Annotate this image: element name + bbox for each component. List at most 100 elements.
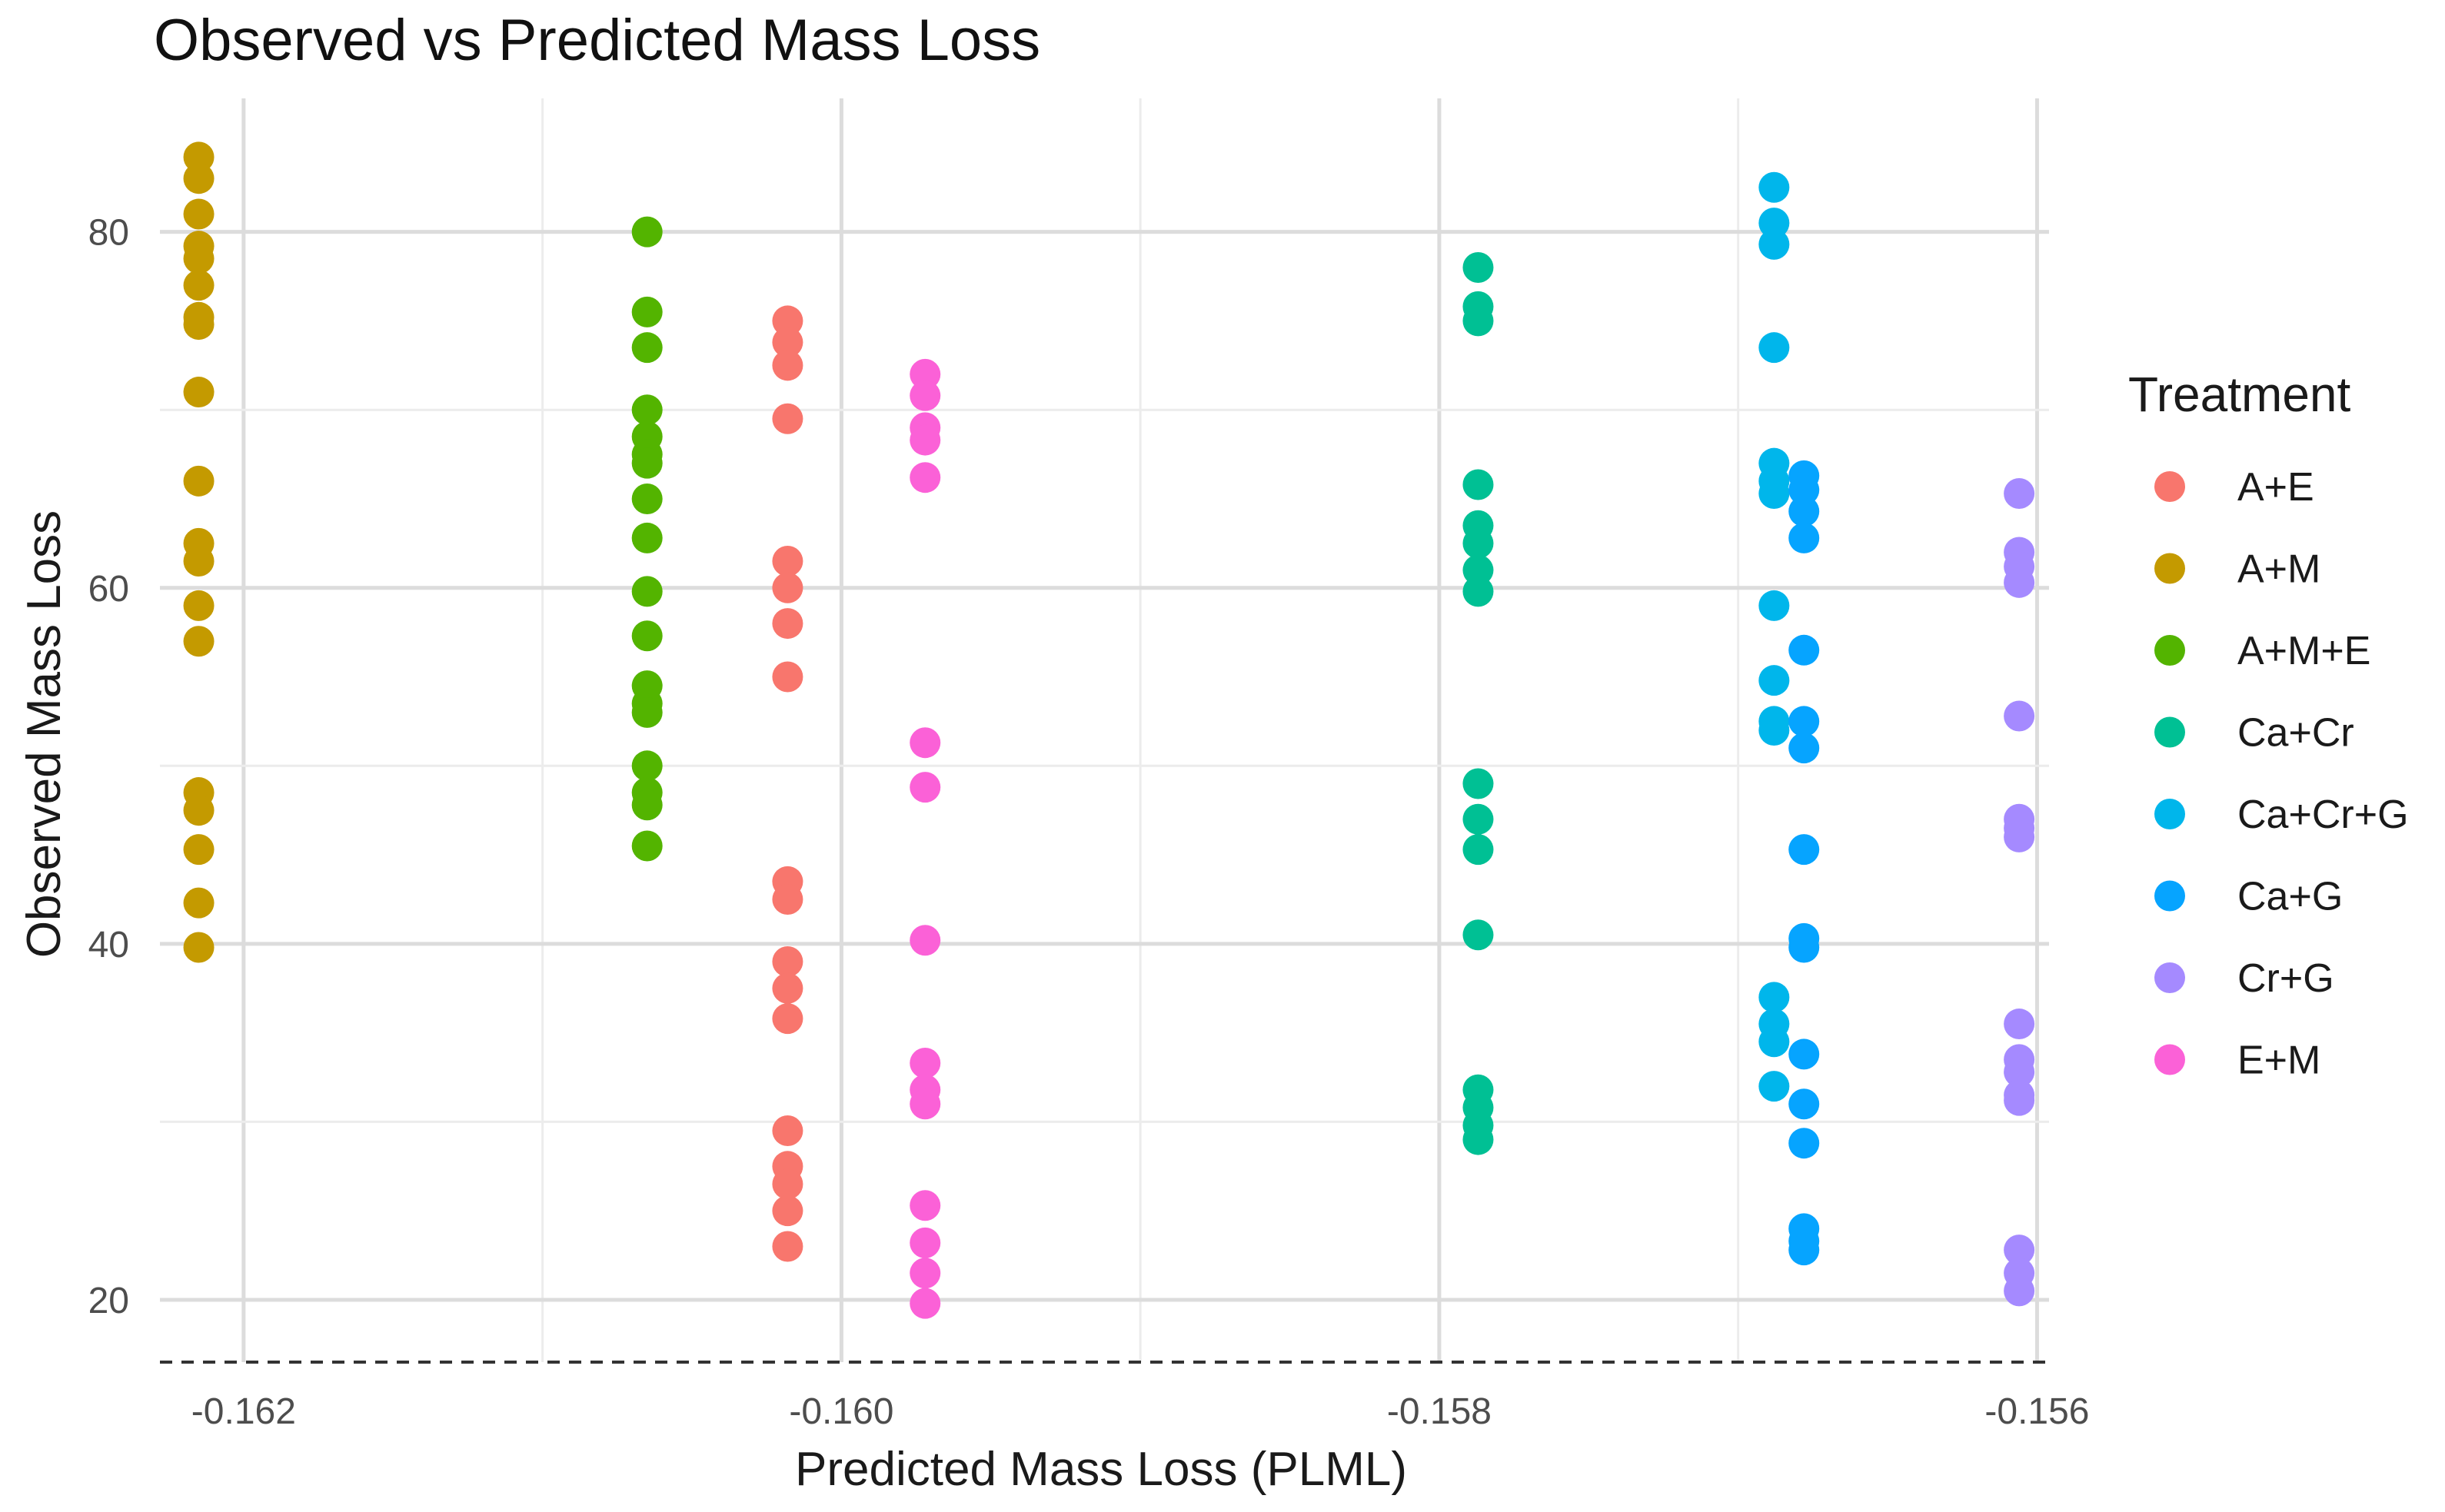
data-points	[183, 141, 2035, 1319]
point-ca-cr-g	[1758, 665, 1790, 696]
point-ca-g	[1788, 474, 1820, 506]
point-ca-cr	[1462, 803, 1494, 835]
y-tick-label: 80	[88, 213, 129, 254]
y-tick-label: 60	[88, 569, 129, 610]
legend-label: E+M	[2237, 1038, 2320, 1083]
point-a-e	[772, 946, 803, 978]
legend-label: Ca+Cr+G	[2237, 793, 2409, 837]
point-ca-cr-g	[1758, 1071, 1790, 1102]
legend-label: Cr+G	[2237, 956, 2334, 1001]
point-a-e	[772, 661, 803, 693]
point-ca-cr-g	[1758, 208, 1790, 239]
point-ca-cr	[1462, 469, 1494, 500]
y-axis-ticks: 20 40 60 80	[88, 213, 129, 1321]
point-a-m-e	[631, 696, 663, 728]
point-e-m	[910, 424, 941, 456]
point-ca-g	[1788, 1088, 1820, 1120]
point-a-m-e	[631, 750, 663, 782]
point-a-m-e	[631, 789, 663, 821]
x-tick-label: -0.158	[1387, 1391, 1492, 1432]
legend-label: A+E	[2237, 465, 2314, 510]
legend-key	[2154, 716, 2185, 748]
point-a-m-e	[631, 522, 663, 553]
point-ca-cr-g	[1758, 228, 1790, 260]
point-e-m	[910, 1227, 941, 1258]
point-a-e	[772, 572, 803, 603]
point-a-m	[183, 795, 215, 826]
point-cr-g	[2004, 567, 2035, 598]
point-ca-cr-g	[1758, 332, 1790, 364]
x-axis-label: Predicted Mass Loss (PLML)	[795, 1443, 1407, 1496]
point-ca-cr-g	[1758, 1026, 1790, 1058]
point-a-e	[772, 608, 803, 640]
point-a-m	[183, 932, 215, 963]
point-a-e	[772, 305, 803, 337]
point-ca-cr	[1462, 554, 1494, 586]
point-ca-g	[1788, 1128, 1820, 1159]
point-a-e	[772, 1115, 803, 1146]
point-a-m	[183, 546, 215, 577]
point-e-m	[910, 1088, 941, 1120]
point-a-m-e	[631, 447, 663, 479]
point-ca-cr-g	[1758, 590, 1790, 621]
point-ca-cr	[1462, 251, 1494, 283]
point-e-m	[910, 1190, 941, 1221]
point-a-e	[772, 1168, 803, 1200]
legend-label: Ca+Cr	[2237, 711, 2354, 756]
point-a-m-e	[631, 296, 663, 327]
point-e-m	[910, 358, 941, 390]
point-ca-cr	[1462, 527, 1494, 559]
point-cr-g	[2004, 1235, 2035, 1266]
point-a-e	[772, 403, 803, 434]
point-ca-cr-g	[1758, 982, 1790, 1013]
point-ca-g	[1788, 1038, 1820, 1070]
point-ca-g	[1788, 634, 1820, 666]
y-tick-label: 20	[88, 1281, 129, 1321]
point-e-m	[910, 380, 941, 411]
legend-key	[2154, 635, 2185, 666]
x-axis-ticks: -0.162 -0.160 -0.158 -0.156	[191, 1391, 2090, 1432]
point-e-m	[910, 1288, 941, 1319]
point-ca-cr-g	[1758, 171, 1790, 203]
point-ca-g	[1788, 1235, 1820, 1266]
point-ca-cr	[1462, 834, 1494, 866]
legend-key	[2154, 1044, 2185, 1075]
point-a-e	[772, 1231, 803, 1262]
legend-key	[2154, 962, 2185, 993]
point-a-m	[183, 198, 215, 230]
point-a-e	[772, 546, 803, 577]
point-a-m-e	[631, 332, 663, 364]
point-cr-g	[2004, 1085, 2035, 1116]
point-cr-g	[2004, 1275, 2035, 1307]
y-axis-label: Observed Mass Loss	[18, 510, 71, 958]
legend-title: Treatment	[2128, 367, 2351, 422]
point-cr-g	[2004, 821, 2035, 852]
point-a-m-e	[631, 830, 663, 862]
point-a-m-e	[631, 216, 663, 248]
legend-label: A+M	[2237, 547, 2320, 592]
point-a-m	[183, 243, 215, 274]
legend-key	[2154, 880, 2185, 912]
point-ca-cr-g	[1758, 715, 1790, 746]
legend: A+E A+M A+M+E Ca+Cr Ca+Cr+G Ca+G Cr+G E+M	[2154, 465, 2409, 1083]
point-ca-cr	[1462, 305, 1494, 337]
legend-key	[2154, 471, 2185, 502]
point-a-m	[183, 163, 215, 194]
point-ca-g	[1788, 706, 1820, 737]
point-ca-cr	[1462, 1124, 1494, 1155]
point-ca-cr	[1462, 576, 1494, 607]
point-cr-g	[2004, 1009, 2035, 1040]
point-ca-g	[1788, 932, 1820, 963]
point-e-m	[910, 925, 941, 956]
x-tick-label: -0.162	[191, 1391, 296, 1432]
y-tick-label: 40	[88, 925, 129, 965]
legend-label: Ca+G	[2237, 875, 2343, 919]
point-a-e	[772, 327, 803, 358]
point-ca-g	[1788, 733, 1820, 764]
point-ca-cr-g	[1758, 478, 1790, 510]
x-tick-label: -0.156	[1984, 1391, 2089, 1432]
point-e-m	[910, 727, 941, 759]
point-a-m	[183, 465, 215, 497]
point-e-m	[910, 1047, 941, 1078]
